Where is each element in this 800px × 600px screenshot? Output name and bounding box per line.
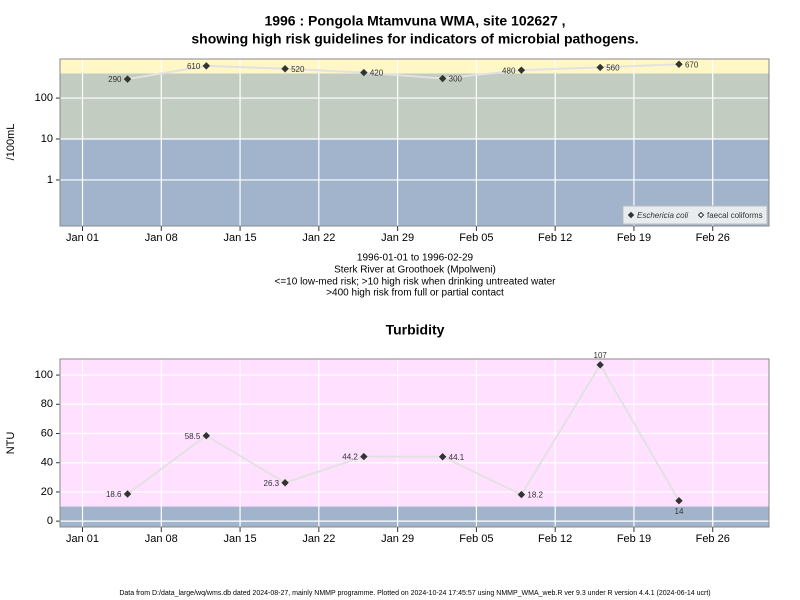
data-label: 14 <box>675 507 684 516</box>
data-point <box>675 60 683 68</box>
y-axis-label: /100mL <box>5 124 17 161</box>
y-tick-label: 100 <box>35 369 53 381</box>
y-axis-label: NTU <box>5 432 17 455</box>
y-tick-label: 10 <box>41 133 53 145</box>
data-point <box>360 68 368 77</box>
data-label: 18.2 <box>527 491 543 500</box>
x-tick-label: Feb 26 <box>696 533 730 545</box>
note: >400 high risk from full or partial cont… <box>326 288 504 299</box>
y-tick-label: 100 <box>35 92 53 104</box>
x-tick-label: Jan 08 <box>145 232 178 244</box>
data-point <box>123 490 132 498</box>
data-label: 58.5 <box>185 432 201 441</box>
data-point <box>123 75 132 83</box>
data-label: 290 <box>108 75 122 84</box>
y-tick-label: 60 <box>41 427 53 439</box>
data-point <box>596 361 604 369</box>
risk-band <box>60 73 769 140</box>
data-point <box>675 496 683 505</box>
chart-subtitle: showing high risk guidelines for indicat… <box>191 31 638 47</box>
x-tick-label: Jan 08 <box>145 533 178 545</box>
y-tick-label: 0 <box>47 515 53 527</box>
series-line <box>127 63 680 81</box>
data-label: 520 <box>291 65 305 74</box>
risk-band <box>60 59 769 74</box>
footer: Data from D:/data_large/wq/wms.db dated … <box>119 590 710 597</box>
data-label: 300 <box>449 75 463 84</box>
data-point <box>438 453 447 461</box>
plot-frame <box>59 358 770 528</box>
data-label: 420 <box>370 69 384 78</box>
data-label: 44.1 <box>449 453 465 462</box>
y-tick-label: 20 <box>41 486 53 498</box>
plot-frame <box>59 58 770 227</box>
y-tick-label: 1 <box>47 174 53 186</box>
data-label: 44.2 <box>342 453 358 462</box>
data-label: 670 <box>685 60 699 69</box>
x-tick-label: Jan 22 <box>302 232 335 244</box>
data-point <box>596 63 604 72</box>
x-tick-label: Feb 26 <box>696 232 730 244</box>
data-point <box>281 65 289 73</box>
data-point <box>517 490 526 499</box>
x-tick-label: Feb 19 <box>617 232 651 244</box>
x-tick-label: Jan 15 <box>224 232 257 244</box>
series-line <box>126 362 680 502</box>
risk-band <box>60 506 769 527</box>
legend-label: faecal coliforms <box>707 211 763 220</box>
data-label: 560 <box>606 64 620 73</box>
data-point <box>202 62 211 70</box>
x-tick-label: Jan 29 <box>381 232 414 244</box>
x-tick-label: Jan 22 <box>302 533 335 545</box>
data-point <box>281 479 289 487</box>
data-label: 107 <box>594 351 608 360</box>
chart-title: Turbidity <box>386 322 445 338</box>
x-tick-label: Feb 19 <box>617 533 651 545</box>
note: Sterk River at Groothoek (Mpolweni) <box>334 265 496 276</box>
x-tick-label: Feb 12 <box>538 232 572 244</box>
data-point <box>202 431 211 440</box>
x-tick-label: Feb 05 <box>459 232 493 244</box>
note: 1996-01-01 to 1996-02-29 <box>357 253 474 264</box>
data-point <box>360 452 368 461</box>
legend-marker <box>627 211 635 219</box>
chart-title: 1996 : Pongola Mtamvuna WMA, site 102627… <box>264 13 565 29</box>
data-label: 480 <box>502 66 516 75</box>
x-tick-label: Jan 15 <box>224 533 257 545</box>
legend-box <box>622 205 768 225</box>
y-tick-label: 40 <box>41 457 53 469</box>
x-tick-label: Jan 29 <box>381 533 414 545</box>
x-tick-label: Jan 01 <box>66 533 99 545</box>
y-tick-label: 80 <box>41 398 53 410</box>
risk-band <box>60 359 769 507</box>
x-tick-label: Feb 12 <box>538 533 572 545</box>
data-label: 610 <box>187 62 201 71</box>
legend-marker <box>697 211 705 219</box>
x-tick-label: Jan 01 <box>66 232 99 244</box>
x-tick-label: Feb 05 <box>459 533 493 545</box>
data-point <box>517 66 526 74</box>
data-point <box>438 74 447 83</box>
data-label: 18.6 <box>106 490 122 499</box>
legend-label: Eschericia coli <box>637 211 688 220</box>
note: <=10 low-med risk; >10 high risk when dr… <box>275 277 557 288</box>
data-label: 26.3 <box>264 479 280 488</box>
